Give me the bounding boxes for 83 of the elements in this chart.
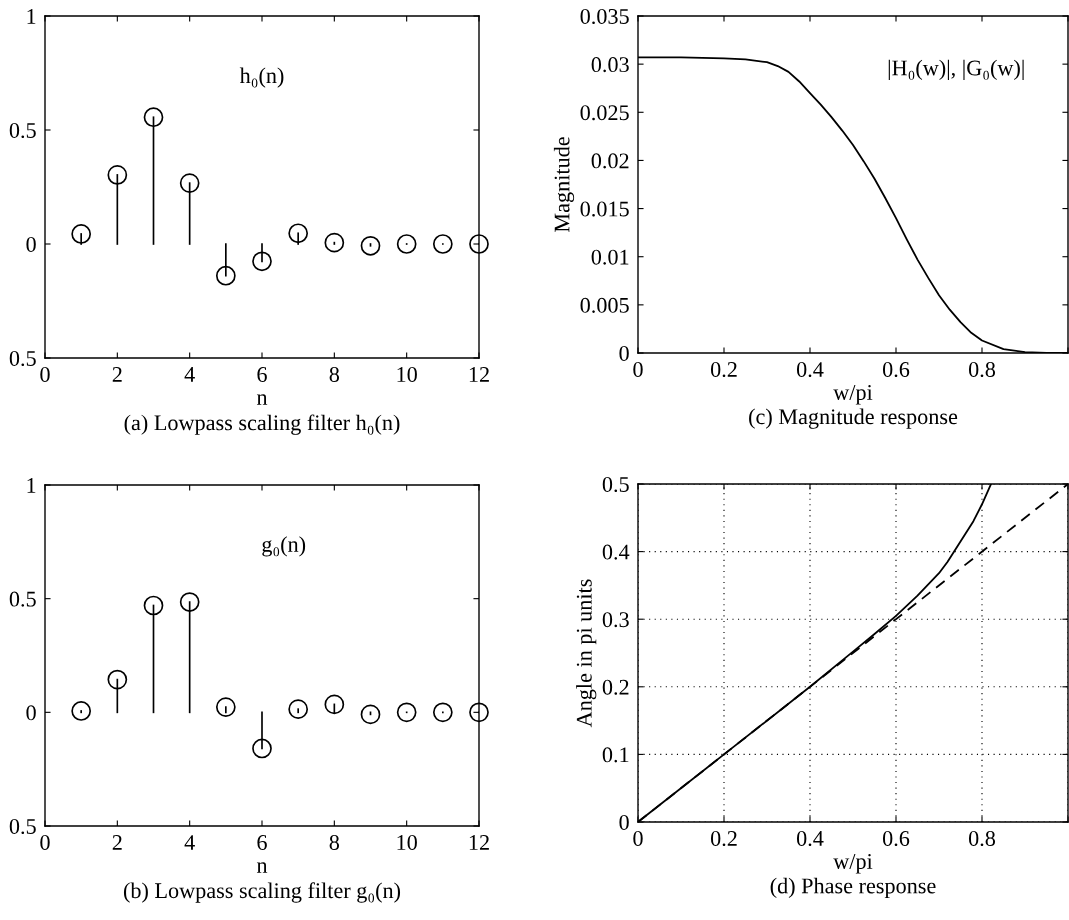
point xyxy=(324,232,345,253)
point xyxy=(432,234,453,254)
y-tick-label: 1 xyxy=(27,478,36,493)
point xyxy=(469,234,489,254)
point xyxy=(71,701,92,721)
y-tick-label: 0.035 xyxy=(580,8,629,25)
x-tick-label: 0.2 xyxy=(710,361,737,378)
x-tick-label: 2 xyxy=(112,835,122,850)
point xyxy=(143,107,164,128)
x-tick-label: 0.2 xyxy=(710,830,737,847)
point xyxy=(324,694,345,715)
y-tick-label: 0.5 xyxy=(9,591,36,607)
x-tick-label: 0 xyxy=(40,366,50,382)
x-tick-label: 8 xyxy=(329,834,340,850)
x-tick-label: 8 xyxy=(329,366,340,382)
point xyxy=(360,704,381,725)
point xyxy=(179,173,200,193)
x-tick-label: 0.6 xyxy=(882,830,910,847)
y-tick-label: 0.015 xyxy=(580,201,629,217)
x-axis-title: w/pi xyxy=(833,853,873,874)
point xyxy=(215,697,236,717)
y-tick-label: 0.01 xyxy=(591,249,629,265)
point xyxy=(288,223,309,244)
point xyxy=(215,265,236,286)
point xyxy=(252,251,272,272)
y-tick-label: 1 xyxy=(27,9,36,24)
y-tick-label: 0.5 xyxy=(9,122,36,139)
y-axis-title: Magnitude xyxy=(553,137,575,232)
x-tick-label: 10 xyxy=(397,366,417,382)
text: (d) Phase response xyxy=(770,877,936,898)
x-tick-label: 0.4 xyxy=(796,830,824,847)
y-tick-label: 0.03 xyxy=(591,57,629,73)
annotation: h₀(n) xyxy=(239,67,284,88)
point xyxy=(107,165,128,185)
annotation: |H₀(w)|, |G₀(w)| xyxy=(888,59,1024,81)
y-axis-title: Angle in pi units xyxy=(576,579,597,728)
text: (b) Lowpass scaling filter g₀(n) xyxy=(123,882,401,903)
y-tick-label: 0.5 xyxy=(9,350,36,367)
point xyxy=(252,738,272,759)
text: (c) Magnitude response xyxy=(749,408,958,429)
x-tick-label: 12 xyxy=(469,835,489,850)
x-tick-label: 0.8 xyxy=(968,830,996,847)
y-tick-label: 0 xyxy=(26,705,36,721)
y-tick-label: 0.025 xyxy=(580,105,629,121)
y-tick-label: 0.4 xyxy=(602,544,630,560)
annotation: g₀(n) xyxy=(262,536,306,557)
text: (a) Lowpass scaling filter h₀(n) xyxy=(124,414,400,435)
x-tick-label: 0.6 xyxy=(882,361,910,378)
point xyxy=(469,702,489,723)
y-tick-label: 0.1 xyxy=(602,747,629,763)
y-tick-label: 0 xyxy=(619,345,629,361)
y-tick-label: 0.3 xyxy=(602,612,629,628)
x-axis-title: n xyxy=(256,394,268,405)
y-tick-label: 0.02 xyxy=(591,153,629,169)
y-tick-label: 0 xyxy=(619,814,629,830)
y-tick-label: 0.5 xyxy=(9,818,36,835)
x-tick-label: 6 xyxy=(257,367,267,382)
x-tick-label: 2 xyxy=(112,367,122,382)
x-tick-label: 0.4 xyxy=(796,361,824,378)
x-tick-label: 6 xyxy=(257,835,267,850)
x-tick-label: 0.8 xyxy=(968,361,996,378)
x-tick-label: 12 xyxy=(469,367,489,382)
x-tick-label: 0 xyxy=(633,830,643,846)
point xyxy=(396,702,417,723)
point xyxy=(288,699,309,720)
point xyxy=(143,595,164,616)
x-axis-title: n xyxy=(256,862,268,873)
point xyxy=(71,224,92,244)
y-tick-label: 0 xyxy=(26,236,36,252)
point xyxy=(396,234,417,254)
x-axis-title: w/pi xyxy=(833,384,873,405)
y-tick-label: 0.2 xyxy=(602,679,629,695)
y-tick-label: 0.005 xyxy=(580,297,629,313)
point xyxy=(432,702,453,723)
x-tick-label: 0 xyxy=(633,361,643,377)
point xyxy=(107,669,128,690)
point xyxy=(179,592,200,612)
y-tick-label: 0.5 xyxy=(602,476,629,493)
point xyxy=(360,235,381,256)
x-tick-label: 0 xyxy=(40,834,50,850)
x-tick-label: 4 xyxy=(184,367,195,382)
x-tick-label: 4 xyxy=(184,835,195,850)
x-tick-label: 10 xyxy=(397,834,417,850)
